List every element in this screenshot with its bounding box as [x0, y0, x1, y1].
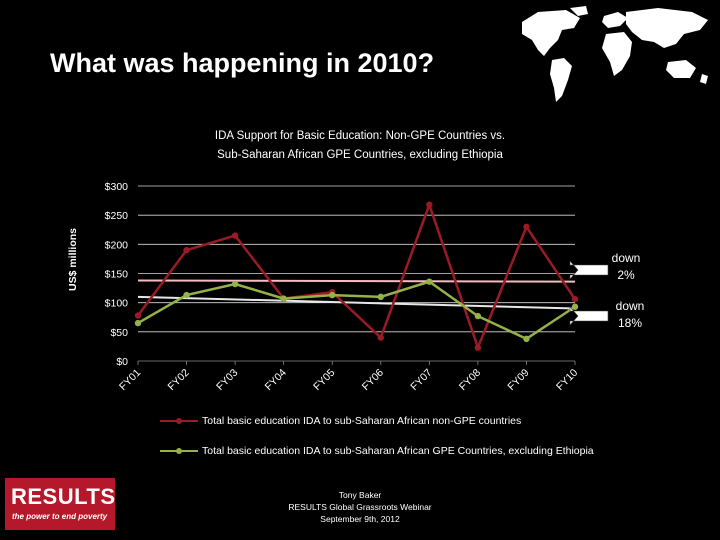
data-point: [231, 232, 239, 239]
legend-label-gpe: Total basic education IDA to sub-Saharan…: [202, 445, 594, 457]
x-tick-label: FY08: [457, 367, 483, 393]
y-tick-label: $100: [105, 298, 129, 310]
y-tick-label: $0: [116, 356, 128, 368]
data-point: [329, 291, 336, 299]
legend-item-non-gpe: Total basic education IDA to sub-Saharan…: [160, 415, 521, 427]
data-point: [377, 334, 384, 341]
y-tick-label: $200: [105, 239, 129, 251]
results-logo: RESULTS the power to end poverty: [5, 478, 115, 530]
annotation-down-2: down 2%: [604, 250, 648, 284]
data-point: [571, 295, 579, 303]
chart-title: IDA Support for Basic Education: Non-GPE…: [140, 127, 580, 165]
world-map-icon: [522, 6, 708, 102]
trendline: [137, 295, 576, 310]
x-tick-label: FY09: [505, 367, 531, 393]
data-point: [426, 201, 433, 208]
legend-swatch-gpe: [160, 445, 198, 457]
y-tick-label: $50: [110, 327, 128, 339]
series-line: [137, 280, 576, 341]
slide-title: What was happening in 2010?: [50, 48, 435, 78]
chart-title-line-1: IDA Support for Basic Education: Non-GPE…: [214, 130, 506, 142]
data-point: [474, 312, 482, 320]
data-point: [377, 293, 384, 301]
annotation-arrow: [569, 306, 609, 326]
data-point: [523, 223, 530, 231]
trendline: [137, 279, 576, 283]
legend-swatch-non-gpe: [160, 415, 198, 427]
chart-title-line-2: Sub-Saharan African GPE Countries, exclu…: [217, 149, 503, 161]
data-point: [183, 246, 190, 254]
data-point: [134, 319, 142, 327]
y-axis-label: US$ millions: [67, 228, 79, 291]
credit-date: September 9th, 2012: [320, 514, 400, 524]
legend-item-gpe: Total basic education IDA to sub-Saharan…: [160, 445, 594, 457]
presenter-credit: Tony Baker RESULTS Global Grassroots Web…: [250, 489, 470, 525]
data-point: [134, 312, 142, 319]
y-tick-label: $250: [105, 210, 129, 222]
y-tick-label: $300: [105, 181, 129, 193]
logo-tagline: the power to end poverty: [12, 512, 108, 521]
x-tick-label: FY10: [554, 367, 580, 393]
annotation-down-18-line1: down: [615, 299, 645, 313]
annotation-down-18-line2: 18%: [617, 316, 643, 330]
data-point: [231, 280, 239, 288]
x-tick-label: FY03: [214, 367, 240, 393]
logo-wordmark: RESULTS: [11, 484, 116, 509]
x-tick-label: FY07: [408, 367, 434, 393]
x-tick-label: FY05: [311, 367, 337, 393]
annotation-down-2-line1: down: [611, 251, 641, 265]
x-tick-label: FY06: [360, 367, 386, 393]
y-tick-label: $150: [105, 269, 129, 281]
x-tick-label: FY01: [117, 367, 143, 393]
x-tick-label: FY02: [166, 367, 192, 393]
series-line: [136, 200, 577, 352]
data-point: [280, 295, 287, 302]
credit-name: Tony Baker: [338, 490, 382, 500]
data-point: [523, 335, 530, 343]
x-tick-label: FY04: [263, 367, 289, 393]
data-point: [183, 291, 190, 299]
annotation-down-18: down 18%: [604, 298, 656, 332]
data-point: [474, 344, 482, 351]
legend-label-non-gpe: Total basic education IDA to sub-Saharan…: [202, 415, 522, 427]
data-point: [426, 278, 433, 285]
data-point: [571, 303, 579, 310]
annotation-down-2-line2: 2%: [617, 268, 635, 282]
credit-event: RESULTS Global Grassroots Webinar: [288, 502, 432, 512]
annotation-arrow: [569, 260, 609, 280]
